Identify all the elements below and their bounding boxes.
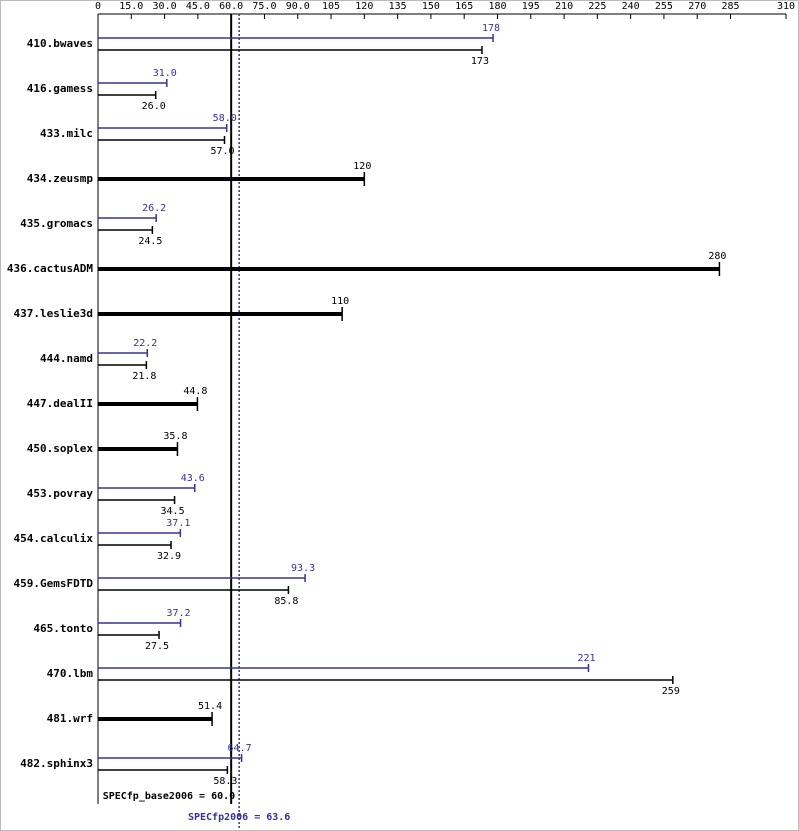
x-tick-label: 225 [588,1,606,12]
benchmark-name: 436.cactusADM [7,262,93,275]
x-tick-label: 255 [655,1,673,12]
benchmark-name: 454.calculix [14,532,94,545]
base-value-label: 85.8 [274,596,298,607]
peak-value-label: 37.1 [166,518,190,529]
base-value-label: 259 [662,686,680,697]
peak-value-label: 22.2 [133,338,157,349]
benchmark-name: 459.GemsFDTD [14,577,94,590]
base-value-label: 27.5 [145,641,169,652]
x-tick-label: 90.0 [286,1,310,12]
base-mean-label: SPECfp_base2006 = 60.0 [103,791,235,802]
benchmark-name: 465.tonto [33,622,93,635]
x-tick-label: 310 [777,1,795,12]
benchmark-name: 470.lbm [47,667,94,680]
value-label: 44.8 [183,386,207,397]
benchmark-name: 450.soplex [27,442,94,455]
x-tick-label: 195 [522,1,540,12]
benchmark-name: 433.milc [40,127,93,140]
x-tick-label: 150 [422,1,440,12]
x-tick-label: 165 [455,1,473,12]
peak-value-label: 43.6 [181,473,205,484]
base-value-label: 26.0 [142,101,166,112]
benchmark-name: 453.povray [27,487,94,500]
benchmark-name: 437.leslie3d [14,307,93,320]
benchmark-name: 434.zeusmp [27,172,94,185]
base-value-label: 173 [471,56,489,67]
peak-mean-label: SPECfp2006 = 63.6 [188,812,290,823]
base-value-label: 34.5 [161,506,185,517]
benchmark-name: 481.wrf [47,712,93,725]
x-tick-label: 60.0 [219,1,243,12]
benchmark-name: 416.gamess [27,82,93,95]
x-tick-label: 270 [688,1,706,12]
benchmark-name: 482.sphinx3 [20,757,93,770]
x-tick-label: 240 [622,1,640,12]
peak-value-label: 26.2 [142,203,166,214]
benchmark-name: 410.bwaves [27,37,93,50]
peak-value-label: 93.3 [291,563,315,574]
peak-value-label: 37.2 [167,608,191,619]
base-value-label: 24.5 [138,236,162,247]
base-value-label: 32.9 [157,551,181,562]
x-tick-label: 15.0 [119,1,143,12]
base-value-label: 57.0 [210,146,234,157]
x-tick-label: 45.0 [186,1,210,12]
x-tick-label: 30.0 [153,1,177,12]
benchmark-name: 447.dealII [27,397,93,410]
benchmark-name: 435.gromacs [20,217,93,230]
benchmark-name: 444.namd [40,352,93,365]
x-tick-label: 210 [555,1,573,12]
peak-value-label: 58.0 [213,113,237,124]
x-tick-label: 285 [721,1,739,12]
value-label: 280 [708,251,726,262]
x-tick-label: 75.0 [252,1,276,12]
value-label: 120 [353,161,371,172]
peak-value-label: 64.7 [228,743,252,754]
value-label: 51.4 [198,701,222,712]
peak-value-label: 221 [577,653,595,664]
base-value-label: 21.8 [132,371,156,382]
x-tick-label: 0 [95,1,101,12]
x-tick-label: 120 [355,1,373,12]
peak-value-label: 31.0 [153,68,177,79]
value-label: 35.8 [163,431,187,442]
value-label: 110 [331,296,349,307]
x-tick-label: 135 [389,1,407,12]
peak-value-label: 178 [482,23,500,34]
x-tick-label: 180 [488,1,506,12]
base-value-label: 58.3 [213,776,237,787]
x-tick-label: 105 [322,1,340,12]
